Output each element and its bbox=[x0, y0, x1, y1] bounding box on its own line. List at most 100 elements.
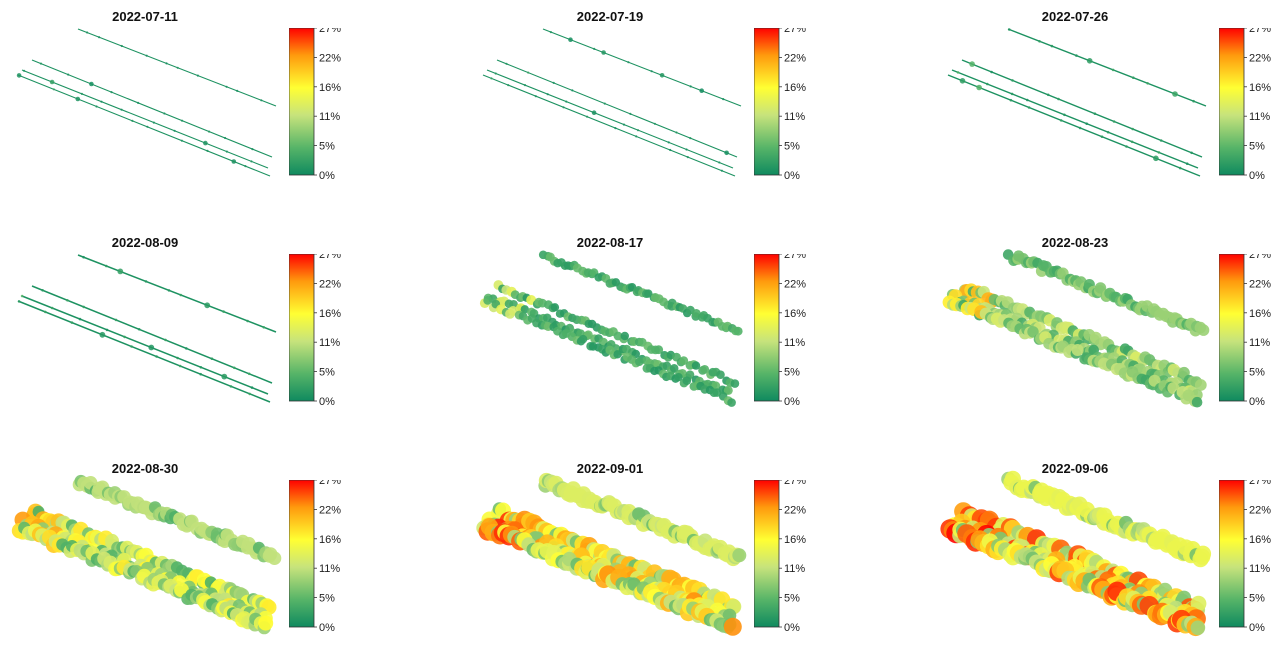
data-point bbox=[552, 81, 555, 84]
data-point bbox=[105, 264, 108, 268]
data-point bbox=[89, 81, 94, 87]
data-point bbox=[1194, 545, 1212, 562]
track-line bbox=[17, 74, 271, 177]
data-point bbox=[1132, 76, 1135, 79]
colorbar-tick-label: 16% bbox=[1249, 308, 1271, 320]
data-point bbox=[1094, 282, 1107, 294]
data-point bbox=[1027, 326, 1039, 338]
colorbar-tick-label: 22% bbox=[1249, 52, 1271, 64]
data-point bbox=[976, 84, 982, 91]
data-point bbox=[80, 92, 83, 95]
data-point bbox=[1190, 620, 1206, 636]
data-point bbox=[199, 366, 203, 369]
colorbar: 27% 22% 16% 11% 5% 0% bbox=[289, 480, 341, 634]
data-point bbox=[114, 318, 118, 322]
data-point bbox=[613, 350, 622, 359]
data-point bbox=[1078, 126, 1082, 130]
data-point bbox=[180, 139, 183, 142]
data-point bbox=[494, 72, 497, 75]
data-point bbox=[1146, 82, 1149, 85]
data-point bbox=[176, 356, 179, 360]
data-point bbox=[586, 115, 589, 118]
data-point bbox=[1178, 166, 1182, 170]
data-point bbox=[224, 136, 227, 140]
data-point bbox=[1008, 28, 1011, 31]
track-line bbox=[77, 254, 277, 333]
colorbar-tick-label: 22% bbox=[784, 278, 806, 290]
data-point bbox=[1009, 98, 1013, 102]
colorbar-tick-label: 5% bbox=[319, 141, 335, 153]
panel-title: 2022-08-09 bbox=[111, 235, 179, 250]
data-point bbox=[179, 293, 183, 297]
data-point bbox=[210, 357, 214, 360]
data-point bbox=[120, 44, 123, 48]
colorbar-tick-label: 16% bbox=[784, 82, 806, 94]
data-point bbox=[603, 102, 606, 105]
data-point bbox=[260, 99, 263, 102]
colorbar-tick-label: 11% bbox=[1249, 111, 1270, 123]
colorbar-tick-label: 27% bbox=[784, 28, 806, 35]
data-point bbox=[246, 319, 249, 323]
data-point bbox=[686, 156, 689, 159]
data-point bbox=[100, 100, 103, 103]
track-scatter bbox=[482, 28, 742, 177]
data-point bbox=[225, 85, 228, 88]
colorbar-gradient bbox=[1219, 28, 1245, 176]
data-point bbox=[593, 47, 596, 51]
data-point bbox=[41, 289, 44, 292]
data-point bbox=[733, 326, 743, 336]
data-point bbox=[203, 140, 208, 146]
track-line bbox=[486, 69, 734, 169]
data-point bbox=[550, 303, 560, 312]
data-point bbox=[1125, 145, 1128, 148]
data-point bbox=[221, 373, 228, 380]
data-point bbox=[196, 74, 199, 77]
data-point bbox=[724, 150, 729, 156]
data-point bbox=[1111, 68, 1115, 72]
map-panel-3: 2022-07-26 27% 22% 16% 11% 5% 0% bbox=[930, 0, 1276, 211]
track-scatter bbox=[17, 254, 277, 403]
data-point bbox=[251, 148, 254, 151]
data-point bbox=[229, 385, 233, 388]
data-point bbox=[1130, 140, 1134, 144]
colorbar-tick-label: 27% bbox=[784, 254, 806, 261]
data-point bbox=[956, 71, 960, 74]
data-point bbox=[66, 299, 69, 302]
colorbar-tick-label: 27% bbox=[784, 480, 806, 487]
data-point bbox=[1063, 113, 1066, 117]
colorbar-tick-label: 11% bbox=[1249, 337, 1270, 349]
track-line bbox=[951, 69, 1199, 169]
track-scatter bbox=[16, 28, 277, 177]
colorbar: 27% 22% 16% 11% 5% 0% bbox=[289, 254, 341, 408]
colorbar-tick-label: 27% bbox=[1249, 28, 1271, 35]
data-point bbox=[653, 122, 656, 125]
data-point bbox=[165, 62, 168, 65]
data-point bbox=[163, 112, 166, 115]
data-point bbox=[674, 373, 683, 382]
data-point bbox=[1050, 44, 1054, 48]
data-point bbox=[49, 79, 55, 85]
map-panel-7: 2022-08-30 27% 22% 16% 11% 5% 0% bbox=[0, 452, 425, 663]
data-point bbox=[718, 161, 721, 164]
panel-title: 2022-07-11 bbox=[112, 9, 178, 24]
colorbar: 27% 22% 16% 11% 5% 0% bbox=[1219, 254, 1271, 408]
data-point bbox=[244, 165, 247, 168]
map-panel-5: 2022-08-17 27% 22% 16% 11% 5% 0% bbox=[465, 226, 890, 437]
data-point bbox=[659, 73, 665, 78]
track-scatter bbox=[940, 470, 1212, 637]
data-point bbox=[571, 89, 574, 92]
data-point bbox=[123, 335, 126, 339]
data-point bbox=[730, 379, 740, 388]
data-point bbox=[155, 355, 158, 358]
data-point bbox=[267, 551, 282, 565]
data-point bbox=[233, 366, 236, 370]
data-point bbox=[689, 85, 692, 88]
data-point bbox=[23, 69, 26, 72]
data-point bbox=[636, 129, 640, 132]
data-point bbox=[137, 101, 140, 104]
panel-title: 2022-09-06 bbox=[1041, 461, 1109, 476]
track-scatter bbox=[476, 472, 747, 636]
data-point bbox=[70, 321, 74, 324]
data-point bbox=[148, 344, 155, 351]
data-point bbox=[130, 345, 133, 348]
